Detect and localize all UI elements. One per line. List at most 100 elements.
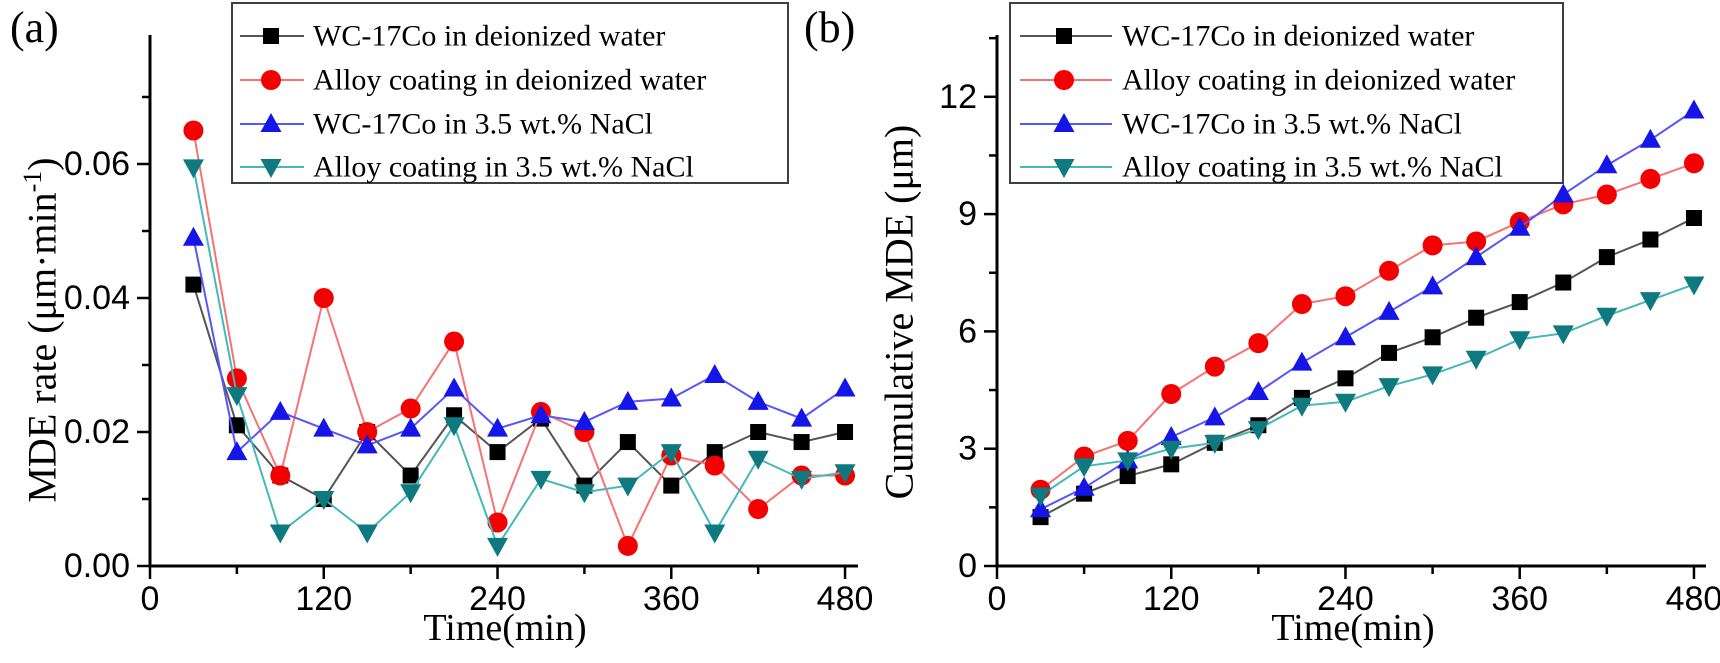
panel-b-y-tick-label: 0 (958, 547, 977, 585)
panel-a-series-wc17co-nacl-marker (617, 390, 639, 410)
y-title-text-close: ) (19, 157, 65, 171)
panel-a-series-alloy-di-water-line (192, 130, 846, 549)
panel-b-series-alloy-di-water-marker (1335, 286, 1356, 307)
panel-a-y-axis-title: MDE rate (μm·min-1) (18, 157, 66, 502)
panel-a-x-tick-label: 240 (469, 580, 526, 618)
panel-b-series-wc17co-nacl-marker (1552, 183, 1574, 203)
panel-b-series-alloy-nacl-marker (1422, 366, 1444, 386)
panel-b-series-wc17co-di-water-marker (1511, 294, 1528, 311)
panel-b-series-alloy-di-water-marker (1204, 356, 1225, 377)
panel-a-series-wc17co-nacl-marker (530, 404, 552, 424)
panel-a-series-alloy-di-water-marker (704, 455, 725, 476)
panel-b-series-alloy-di-water-marker (1422, 235, 1443, 256)
panel-a-x-tick-label: 360 (643, 580, 700, 618)
panel-b-series-alloy-di-water-marker (1291, 294, 1312, 315)
panel-a-series-alloy-nacl-marker (530, 470, 552, 490)
panel-a-series-alloy-nacl-line (192, 167, 846, 549)
panel-a-series-wc17co-nacl-marker (443, 377, 465, 397)
panel-b-series-wc17co-nacl-marker (1465, 246, 1487, 266)
y-title-superscript: -1 (18, 170, 48, 193)
panel-b-series-wc17co-nacl-marker (1639, 128, 1661, 148)
panel-a-series-wc17co-nacl-marker (487, 417, 509, 437)
panel-b-series-alloy-nacl-markers (1030, 276, 1705, 507)
panel-a-series-wc17co-di-water-marker (185, 276, 202, 293)
panel-b-series-alloy-di-water-marker (1466, 231, 1487, 252)
panel-b-series-wc17co-di-water-marker (1119, 468, 1136, 485)
panel-a: 0 120 240 360 480 0.00 0.02 0.04 0.06 WC-17Co in … (64, 2, 873, 618)
panel-a-series-wc17co-di-water-marker (706, 444, 723, 461)
panel-a-series-wc17co-nacl-marker (660, 387, 682, 407)
panel-b-series-wc17co-di-water-marker (1337, 370, 1354, 387)
panel-a-series-alloy-nacl-marker (704, 524, 726, 544)
panel-b-series-alloy-nacl-marker (1509, 331, 1531, 351)
panel-b-series-wc17co-nacl-marker (1422, 275, 1444, 295)
panel-b-series-wc17co-nacl-marker (1160, 425, 1182, 445)
panel-b-series-alloy-nacl-marker (1596, 307, 1618, 327)
panel-b-series-alloy-nacl-line (1040, 283, 1695, 497)
panel-b-series-alloy-di-water-marker (1379, 260, 1400, 281)
panel-b-legend-wc17co-nacl-marker-icon (1053, 113, 1075, 132)
panel-a-series-wc17co-nacl-line (192, 237, 846, 455)
panel-b-series-wc17co-nacl-line (1040, 109, 1695, 511)
panel-a-legend-alloy-di-water-marker-icon (261, 70, 281, 90)
panel-a-tag: (a) (10, 3, 59, 52)
panel-b-legend-label: Alloy coating in 3.5 wt.% NaCl (1122, 151, 1503, 184)
panel-a-series-alloy-di-water-marker (357, 422, 378, 442)
panel-b-series-wc17co-di-water-marker (1381, 344, 1398, 361)
panel-b-series-alloy-di-water-marker (1640, 168, 1661, 189)
panel-a-series-wc17co-nacl-marker (704, 364, 726, 384)
panel-b-series-alloy-nacl-marker (1552, 325, 1574, 345)
panel-a-series-alloy-nacl-marker (487, 537, 509, 557)
panel-a-series-alloy-di-water-marker (183, 120, 204, 141)
panel-b-series-alloy-di-water-line (1039, 162, 1695, 491)
panel-b-series-wc17co-nacl-marker (1509, 216, 1531, 236)
panel-a-y-tick-label: 0.06 (64, 145, 130, 183)
panel-b-y-tick-label: 6 (958, 312, 977, 350)
panel-b-series-alloy-di-water-marker (1248, 333, 1269, 354)
panel-a-series-wc17co-di-water-marker (489, 444, 506, 461)
panel-a-series-wc17co-nacl-marker (791, 407, 813, 427)
panel-b-legend: WC-17Co in deionized water Alloy coating … (1009, 2, 1564, 184)
panel-b-x-axis-title: Time(min) (1271, 607, 1435, 649)
panel-b-series-alloy-nacl-marker (1160, 440, 1182, 460)
panel-a-series-alloy-di-water-marker (444, 331, 465, 352)
panel-b-x-tick-label: 360 (1491, 580, 1548, 618)
panel-a-series-alloy-nacl-marker (356, 524, 378, 544)
panel-b-series-alloy-nacl-marker (1639, 292, 1661, 312)
panel-a-series-alloy-nacl-marker (617, 477, 639, 497)
panel-a-series-wc17co-di-water-marker (793, 434, 810, 451)
panel-b-series-alloy-nacl-marker (1334, 393, 1356, 413)
panel-b-series-wc17co-di-water-markers (1032, 210, 1702, 526)
panel-b-legend-alloy-nacl-marker-icon (1053, 159, 1075, 178)
panel-a-series-alloy-nacl-marker (573, 484, 595, 504)
panel-a-series-alloy-di-water-marker (226, 368, 247, 389)
panel-a-legend-label: WC-17Co in deionized water (313, 20, 665, 53)
panel-b-series-wc17co-nacl-marker (1073, 476, 1095, 496)
panel-b-series-alloy-nacl-marker (1030, 487, 1052, 507)
panel-b-y-axis-title: Cumulative MDE (μm) (876, 124, 922, 500)
panel-a-series-wc17co-nacl-marker (313, 417, 335, 437)
panel-b-series-wc17co-nacl-marker (1247, 381, 1269, 401)
panel-a-x-tick-label: 120 (295, 580, 352, 618)
panel-b-series-alloy-di-water-marker (1596, 184, 1617, 205)
panel-a-y-tick-label: 0.00 (64, 547, 130, 585)
panel-a-series-alloy-di-water-marker (617, 535, 638, 556)
panel-a-series-wc17co-di-water-marker (402, 467, 419, 484)
panel-a-series-wc17co-di-water-marker (750, 424, 767, 440)
panel-a-legend-label: Alloy coating in deionized water (313, 64, 706, 97)
panel-b-series-alloy-nacl-marker (1204, 434, 1226, 454)
panel-a-series-alloy-di-water-marker (270, 465, 291, 486)
panel-a-series-alloy-nacl-marker (443, 417, 465, 437)
panel-a-series-alloy-nacl-markers (182, 159, 856, 557)
panel-b-series-wc17co-di-water-marker (1468, 309, 1485, 326)
panel-b-x-tick-label: 240 (1317, 580, 1374, 618)
panel-b-series-wc17co-di-water-marker (1642, 231, 1659, 248)
panel-a-series-alloy-nacl-marker (226, 387, 248, 407)
panel-b-series-wc17co-di-water-line (1040, 217, 1695, 519)
panel-a-series-wc17co-nacl-marker (356, 434, 378, 454)
panel-a-series-alloy-di-water-marker (313, 288, 334, 308)
panel-a-series-alloy-nacl-marker (747, 450, 769, 470)
panel-b-series-wc17co-nacl-marker (1030, 498, 1052, 518)
panel-b: 0 120 240 360 480 0 3 6 9 12 WC-17Co in deionized … (939, 2, 1720, 618)
